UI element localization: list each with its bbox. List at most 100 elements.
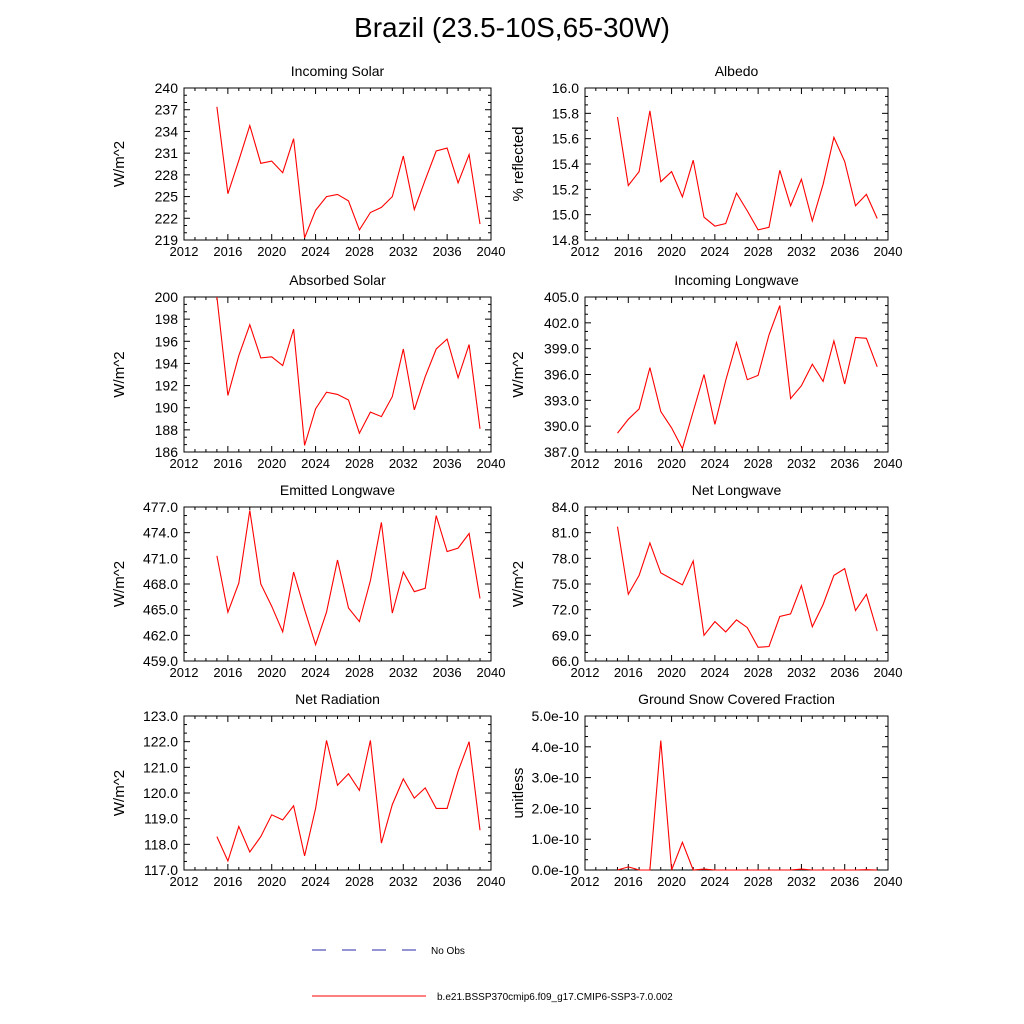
y-tick-label: 471.0 — [143, 550, 178, 566]
y-tick-label: 222 — [155, 210, 179, 226]
y-tick-label: 192 — [155, 378, 179, 394]
y-tick-label: 72.0 — [552, 602, 579, 618]
panel-title: Absorbed Solar — [289, 272, 386, 288]
x-tick-label: 2020 — [657, 874, 686, 889]
legend: No Obs b.e21.BSSP370cmip6.f09_g17.CMIP6-S… — [312, 946, 673, 1003]
chart-panels: 2012 2016 2020 2024 2028 2032 2036 2040 219 222 22… — [111, 63, 902, 889]
panel-title: Emitted Longwave — [280, 482, 395, 498]
y-tick-label: 196 — [155, 333, 179, 349]
x-tick-label: 2032 — [389, 665, 418, 680]
x-tick-label: 2020 — [657, 244, 686, 259]
x-tick-label: 2032 — [787, 456, 816, 471]
y-tick-label: 387.0 — [544, 444, 579, 460]
y-tick-label: 84.0 — [552, 499, 579, 515]
x-tick-label: 2040 — [874, 874, 903, 889]
x-tick-label: 2020 — [257, 456, 286, 471]
series-line — [616, 526, 878, 648]
y-tick-label: 396.0 — [544, 367, 579, 383]
panel-title: Incoming Longwave — [674, 272, 799, 288]
y-tick-label: 5.0e-10 — [532, 708, 580, 724]
plot-frame — [584, 715, 889, 871]
y-tick-label: 200 — [155, 289, 179, 305]
y-tick-label: 1.0e-10 — [532, 831, 580, 847]
x-tick-label: 2036 — [830, 244, 859, 259]
plot-frame — [584, 506, 889, 662]
x-tick-label: 2028 — [744, 874, 773, 889]
y-tick-label: 123.0 — [143, 708, 178, 724]
x-tick-label: 2036 — [433, 874, 462, 889]
y-tick-label: 15.4 — [552, 156, 579, 172]
x-tick-label: 2024 — [301, 456, 330, 471]
y-tick-label: 117.0 — [144, 862, 178, 878]
y-tick-label: 78.0 — [552, 550, 579, 566]
y-tick-label: 186 — [155, 444, 179, 460]
x-tick-label: 2040 — [477, 244, 506, 259]
series-line — [216, 106, 481, 239]
x-tick-label: 2028 — [744, 665, 773, 680]
y-tick-label: 198 — [155, 311, 179, 327]
y-tick-label: 3.0e-10 — [532, 770, 580, 786]
x-tick-label: 2012 — [170, 244, 199, 259]
y-axis-label: W/m^2 — [510, 351, 527, 397]
y-tick-label: 228 — [155, 167, 179, 183]
x-tick-label: 2024 — [301, 874, 330, 889]
y-tick-label: 75.0 — [552, 576, 579, 592]
x-tick-label: 2012 — [170, 665, 199, 680]
y-axis-label: unitless — [510, 768, 527, 819]
x-tick-label: 2024 — [700, 456, 729, 471]
y-tick-label: 15.8 — [552, 105, 579, 121]
x-tick-label: 2016 — [213, 665, 242, 680]
y-tick-label: 477.0 — [143, 499, 178, 515]
x-tick-label: 2020 — [657, 456, 686, 471]
y-tick-label: 231 — [155, 145, 179, 161]
y-tick-label: 465.0 — [143, 602, 178, 618]
y-tick-label: 234 — [155, 123, 179, 139]
x-tick-label: 2032 — [787, 665, 816, 680]
y-tick-label: 402.0 — [544, 315, 579, 331]
x-tick-label: 2036 — [433, 244, 462, 259]
series-line — [216, 296, 481, 446]
y-tick-label: 190 — [155, 400, 179, 416]
x-tick-label: 2020 — [257, 874, 286, 889]
y-tick-label: 0.0e-10 — [532, 862, 580, 878]
x-tick-label: 2028 — [345, 665, 374, 680]
series-line — [216, 740, 481, 863]
chart-panel: 2012 2016 2020 2024 2028 2032 2036 2040 186 188 19… — [111, 272, 505, 471]
x-tick-label: 2012 — [170, 456, 199, 471]
y-axis-label: % reflected — [510, 126, 527, 201]
x-tick-label: 2028 — [744, 456, 773, 471]
x-tick-label: 2016 — [213, 244, 242, 259]
x-tick-label: 2012 — [571, 665, 600, 680]
y-tick-label: 405.0 — [544, 289, 579, 305]
y-tick-label: 188 — [155, 422, 179, 438]
x-tick-label: 2024 — [301, 665, 330, 680]
x-tick-label: 2036 — [830, 874, 859, 889]
x-tick-label: 2036 — [433, 456, 462, 471]
series-line — [617, 305, 878, 451]
y-tick-label: 237 — [155, 102, 179, 118]
x-tick-label: 2028 — [345, 244, 374, 259]
x-tick-label: 2024 — [700, 874, 729, 889]
x-tick-label: 2040 — [874, 456, 903, 471]
y-tick-label: 459.0 — [143, 653, 178, 669]
x-tick-label: 2036 — [830, 456, 859, 471]
y-tick-label: 16.0 — [552, 80, 579, 96]
legend-label: No Obs — [431, 946, 465, 957]
x-tick-label: 2016 — [614, 665, 643, 680]
y-tick-label: 393.0 — [544, 392, 579, 408]
y-tick-label: 122.0 — [143, 734, 178, 750]
panel-title: Net Longwave — [692, 482, 782, 498]
x-tick-label: 2028 — [345, 874, 374, 889]
plot-frame — [183, 715, 492, 871]
legend-label: b.e21.BSSP370cmip6.f09_g17.CMIP6-SSP3-7.… — [437, 992, 673, 1003]
x-tick-label: 2032 — [389, 456, 418, 471]
y-tick-label: 118.0 — [144, 836, 178, 852]
x-tick-label: 2016 — [614, 456, 643, 471]
chart-panel: 2012 2016 2020 2024 2028 2032 2036 2040 459.0 462… — [111, 482, 505, 680]
x-tick-label: 2016 — [213, 456, 242, 471]
y-axis-label: W/m^2 — [111, 561, 128, 607]
panel-title: Ground Snow Covered Fraction — [638, 691, 835, 707]
x-tick-label: 2016 — [614, 244, 643, 259]
series-line — [617, 740, 878, 871]
